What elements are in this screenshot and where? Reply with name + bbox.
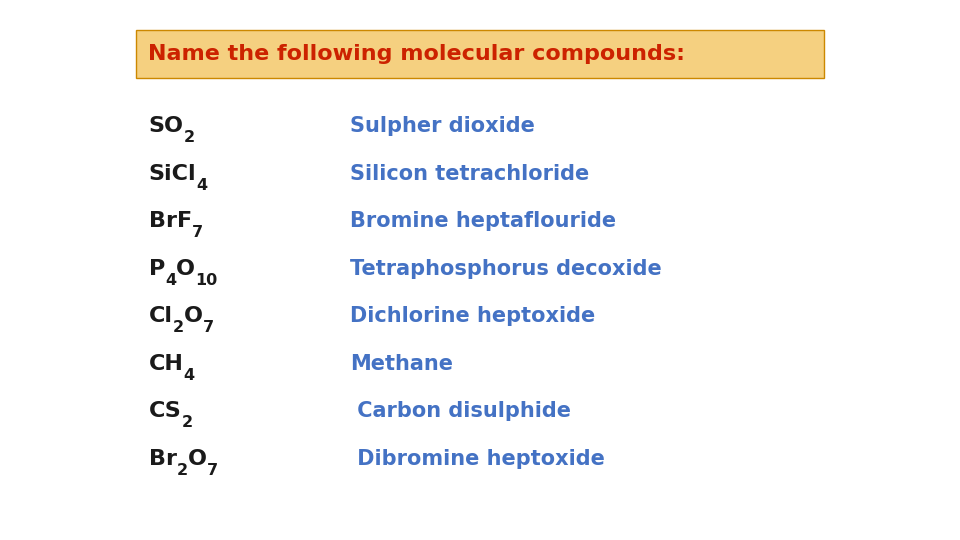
- Text: 4: 4: [183, 368, 195, 383]
- Text: 10: 10: [195, 273, 217, 288]
- Text: 2: 2: [181, 415, 193, 430]
- Text: Silicon tetrachloride: Silicon tetrachloride: [350, 164, 589, 184]
- Text: SO: SO: [149, 116, 183, 136]
- Text: 2: 2: [177, 463, 188, 478]
- Text: Cl: Cl: [149, 306, 173, 326]
- Text: Sulpher dioxide: Sulpher dioxide: [350, 116, 536, 136]
- Text: 4: 4: [165, 273, 177, 288]
- Text: Dibromine heptoxide: Dibromine heptoxide: [350, 449, 605, 469]
- Text: CS: CS: [149, 401, 181, 421]
- Text: Carbon disulphide: Carbon disulphide: [350, 401, 571, 421]
- Text: 4: 4: [197, 178, 207, 193]
- Text: Methane: Methane: [350, 354, 453, 374]
- Text: P: P: [149, 259, 165, 279]
- Text: Tetraphosphorus decoxide: Tetraphosphorus decoxide: [350, 259, 662, 279]
- FancyBboxPatch shape: [136, 30, 824, 78]
- Text: 7: 7: [207, 463, 218, 478]
- Text: Name the following molecular compounds:: Name the following molecular compounds:: [148, 44, 684, 64]
- Text: CH: CH: [149, 354, 183, 374]
- Text: SiCl: SiCl: [149, 164, 197, 184]
- Text: 7: 7: [203, 320, 214, 335]
- Text: Dichlorine heptoxide: Dichlorine heptoxide: [350, 306, 595, 326]
- Text: O: O: [188, 449, 207, 469]
- Text: O: O: [184, 306, 203, 326]
- Text: 2: 2: [183, 130, 195, 145]
- Text: O: O: [177, 259, 195, 279]
- Text: BrF: BrF: [149, 211, 192, 231]
- Text: Bromine heptaflouride: Bromine heptaflouride: [350, 211, 616, 231]
- Text: 2: 2: [173, 320, 184, 335]
- Text: Br: Br: [149, 449, 177, 469]
- Text: 7: 7: [192, 225, 204, 240]
